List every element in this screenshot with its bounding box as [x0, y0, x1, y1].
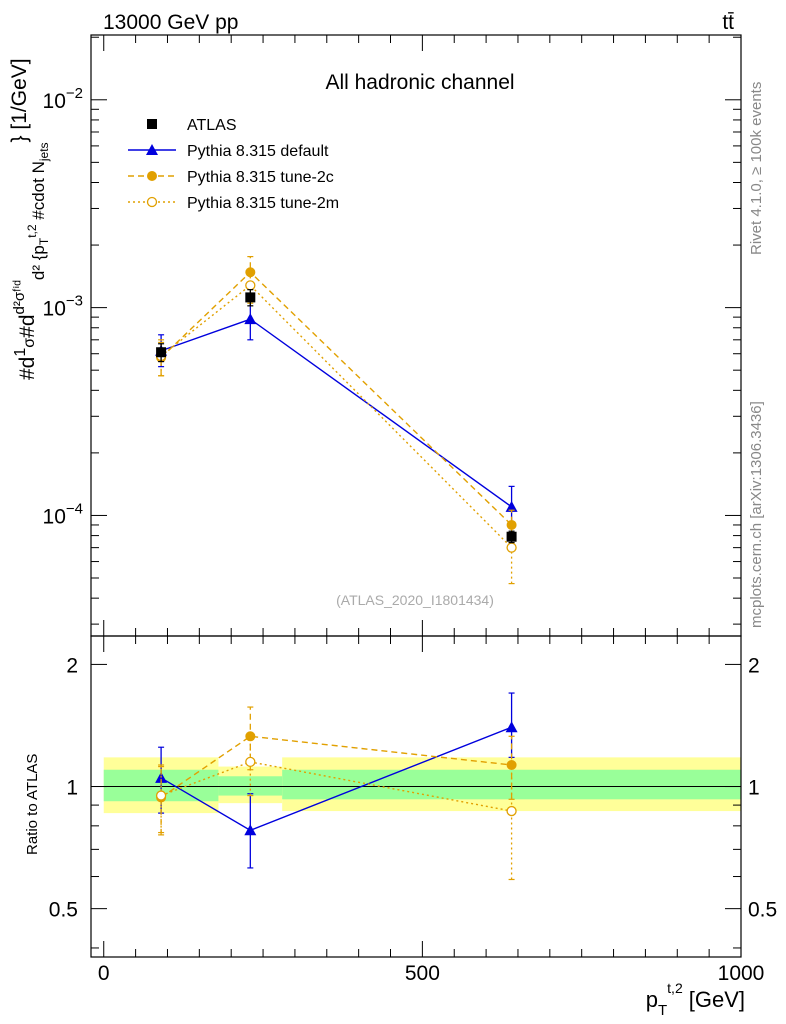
series-atlas	[156, 289, 517, 544]
xlabel-p: p	[646, 987, 658, 1012]
xlabel-sup: t,2	[667, 980, 683, 996]
x-tick-label-2: 1000	[718, 962, 765, 985]
source-label: mcplots.cern.ch [arXiv:1306.3436]	[748, 401, 765, 628]
series-line-pythia-8-315-tune-2m	[160, 284, 513, 549]
main-ylabel: #d1σ#dd²σᶠⁱᵈd² {pTt,2 #cdot Njets} [1/Ge…	[8, 58, 51, 380]
ratio-point-pythia-8-315-tune-2m	[506, 805, 517, 817]
data-point-pythia-8-315-tune-2m	[506, 542, 517, 553]
ylabel-a: #d	[16, 357, 39, 380]
series-line-pythia-8-315-tune-2c	[160, 271, 513, 526]
data-point-pythia-8-315-tune-2m	[245, 280, 256, 291]
legend: ATLAS Pythia 8.315 default Pythia 8.315 tu…	[128, 117, 339, 212]
ylabel-e: d²σᶠⁱᵈ	[11, 280, 28, 315]
ratio-line-pythia-8-315-tune-2c	[160, 735, 512, 799]
ylabel-d: #d	[16, 315, 39, 338]
series-line-pythia-8-315-default	[160, 318, 512, 508]
legend-marker-pythia-8-315-tune-2m	[146, 196, 158, 208]
ratio-point-pythia-8-315-default	[505, 721, 518, 733]
chart-title: All hadronic channel	[325, 71, 514, 94]
ylabel-c: σ	[21, 338, 38, 348]
legend-label-pythia-8-315-tune-2c: Pythia 8.315 tune-2c	[187, 169, 334, 186]
ylabel-k: } [1/GeV]	[8, 58, 31, 142]
legend-marker-atlas	[147, 119, 157, 129]
x-tick-label-1: 500	[405, 962, 440, 985]
data-point-atlas	[245, 292, 256, 303]
legend-entry-pythia-8-315-tune-2c: Pythia 8.315 tune-2c	[128, 169, 334, 186]
svg-text:#d1σ#dd²σᶠⁱᵈd² {pTt,2 #cdot Nj: #d1σ#dd²σᶠⁱᵈd² {pTt,2 #cdot Njets} [1/Ge…	[8, 58, 51, 380]
data-point-atlas	[156, 347, 167, 358]
data-point-atlas	[506, 531, 517, 542]
series-pythia-8-315-default	[155, 300, 518, 524]
ratio-y-tick-label-left-1: 1	[66, 777, 78, 800]
ratio-point-pythia-8-315-default	[244, 824, 257, 836]
ratio-y-tick-label-left-2: 2	[66, 654, 78, 677]
legend-marker-pythia-8-315-tune-2c	[147, 171, 157, 181]
ratio-frame	[90, 635, 742, 958]
main-y-tick-label-0: 10−4	[43, 500, 83, 528]
header-right: tt̄	[722, 11, 734, 34]
series-pythia-8-315-tune-2c	[156, 255, 517, 544]
ylabel-b: 1	[12, 348, 29, 357]
rivet-version-label: Rivet 4.1.0, ≥ 100k events	[748, 82, 765, 255]
ratio-y-tick-label-right-2: 2	[748, 654, 760, 677]
ratio-band-inner-1	[218, 776, 283, 796]
data-point-pythia-8-315-default	[505, 500, 518, 512]
legend-label-pythia-8-315-default: Pythia 8.315 default	[187, 143, 329, 160]
ratio-y-tick-label-right-1: 1	[748, 777, 760, 800]
ylabel-j: jets	[37, 142, 51, 162]
legend-entry-pythia-8-315-tune-2m: Pythia 8.315 tune-2m	[128, 195, 339, 212]
ratio-point-pythia-8-315-tune-2m	[245, 756, 256, 768]
ylabel-h: t,2	[25, 224, 39, 238]
header-left: 13000 GeV pp	[103, 11, 238, 34]
ylabel-i: #cdot N	[29, 161, 48, 224]
legend-entry-atlas: ATLAS	[147, 117, 237, 134]
ratio-ylabel: Ratio to ATLAS	[24, 754, 41, 855]
legend-entry-pythia-8-315-default: Pythia 8.315 default	[128, 143, 329, 160]
series-pythia-8-315-tune-2m	[155, 269, 517, 585]
data-point-pythia-8-315-default	[244, 313, 257, 325]
main-y-tick-label-2: 10−2	[43, 85, 83, 113]
ratio-panel: 0 500 1000 0.5 0.5 1 1 2 2	[49, 635, 777, 985]
ratio-point-pythia-8-315-tune-2m	[155, 790, 167, 801]
analysis-watermark: (ATLAS_2020_I1801434)	[336, 592, 494, 608]
legend-label-atlas: ATLAS	[187, 117, 237, 134]
ratio-series-pythia-8-315-tune-2m	[155, 733, 517, 881]
xlabel-unit: [GeV]	[689, 987, 745, 1012]
ylabel-f: d² {p	[29, 245, 48, 280]
ratio-y-tick-label-right-0: 0.5	[748, 899, 777, 922]
legend-marker-pythia-8-315-default	[146, 144, 158, 155]
x-tick-label-0: 0	[98, 962, 110, 985]
xlabel: pTt,2 [GeV]	[646, 980, 745, 1019]
main-panel: 10−4 10−3 10−2	[43, 34, 742, 637]
main-y-tick-label-1: 10−3	[43, 293, 83, 321]
xlabel-sub: T	[658, 1002, 667, 1019]
legend-label-pythia-8-315-tune-2m: Pythia 8.315 tune-2m	[187, 195, 339, 212]
ratio-y-tick-label-left-0: 0.5	[49, 899, 78, 922]
ylabel-g: T	[37, 237, 51, 245]
